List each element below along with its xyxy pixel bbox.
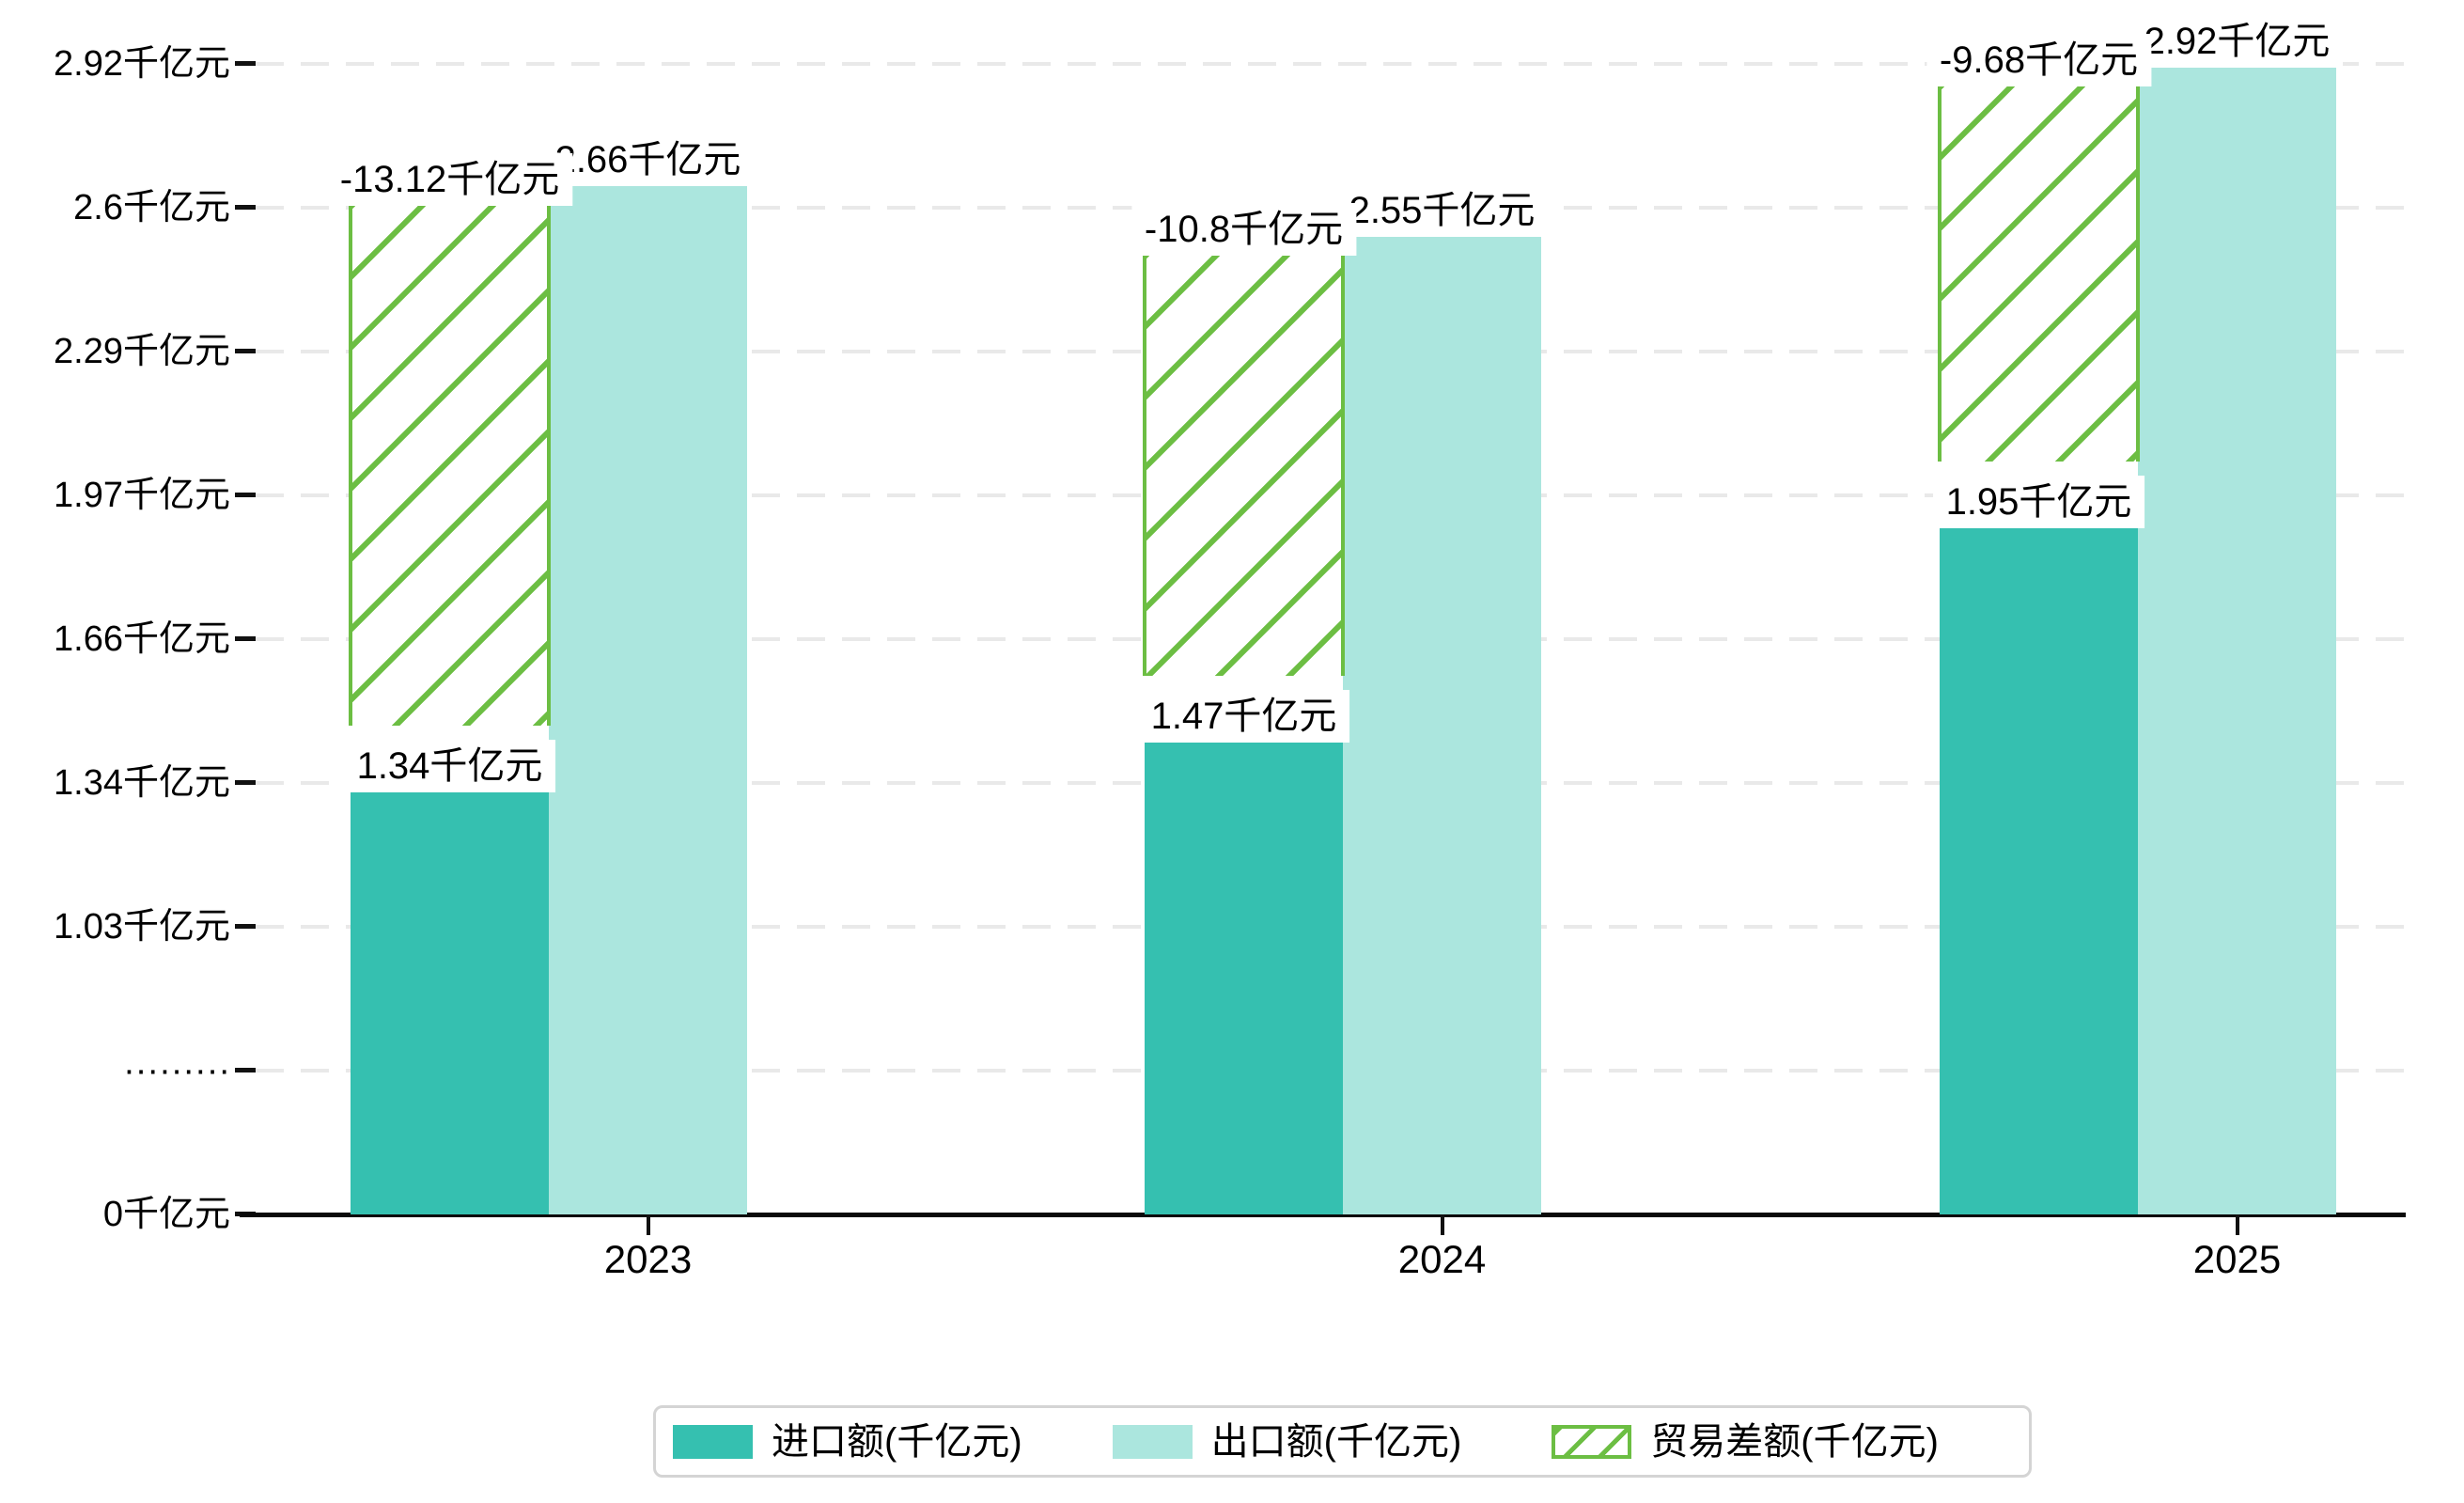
export-swatch-icon [1112, 1424, 1193, 1459]
trade-balance-value-label: -9.68千亿元 [1926, 34, 2152, 87]
trade-balance-bar [1143, 251, 1345, 676]
legend-item-import: 进口额(千亿元) [673, 1421, 1022, 1463]
export-value-label: 2.55千亿元 [1335, 183, 1549, 237]
y-tick-label: 2.92千亿元 [54, 44, 230, 84]
trade-balance-value-label: -10.8千亿元 [1131, 203, 1357, 257]
y-tick-label: 0千亿元 [102, 1195, 230, 1234]
y-tick-label: 1.97千亿元 [54, 476, 230, 515]
trade-balance-bar [1938, 82, 2140, 462]
y-tick-mark [235, 636, 256, 641]
import-value-label: 1.47千亿元 [1137, 689, 1350, 743]
export-value-label: 2.66千亿元 [541, 133, 755, 187]
y-tick-label: 1.34千亿元 [54, 763, 230, 803]
export-bar [1343, 232, 1541, 1214]
legend-item-export: 出口额(千亿元) [1112, 1420, 1462, 1463]
x-tick-mark [2235, 1214, 2239, 1235]
balance-hatch-swatch-icon [1552, 1424, 1632, 1459]
import-bar [1145, 726, 1343, 1214]
y-tick-label: 1.66千亿元 [54, 619, 230, 659]
legend-item-balance: 贸易差额(千亿元) [1552, 1421, 1939, 1463]
y-tick-mark [235, 349, 256, 353]
gridline [256, 62, 2406, 66]
trade-balance-value-label: -13.12千亿元 [326, 152, 573, 206]
export-value-label: 2.92千亿元 [2130, 15, 2344, 68]
import-bar [1940, 507, 2138, 1214]
y-axis-break-label: ········· [123, 1051, 230, 1090]
x-tick-mark [1440, 1214, 1444, 1235]
import-bar [351, 785, 549, 1214]
y-tick-mark [235, 1068, 256, 1072]
y-tick-mark [235, 61, 256, 66]
legend-label-import: 进口额(千亿元) [772, 1420, 1022, 1463]
export-bar [549, 182, 747, 1214]
y-tick-label: 2.29千亿元 [54, 332, 230, 371]
export-bar [2138, 64, 2336, 1214]
y-tick-mark [235, 924, 256, 929]
legend-label-export: 出口额(千亿元) [1210, 1420, 1462, 1463]
y-tick-mark [235, 493, 256, 497]
y-tick-mark [235, 780, 256, 785]
y-tick-label: 1.03千亿元 [54, 907, 230, 947]
x-tick-mark [646, 1214, 650, 1235]
x-category-label: 2024 [1397, 1237, 1487, 1281]
import-value-label: 1.95千亿元 [1932, 475, 2145, 528]
x-axis-line [240, 1213, 2406, 1217]
y-tick-mark [235, 205, 256, 210]
trade-balance-bar [349, 200, 551, 727]
y-tick-label: 2.6千亿元 [73, 188, 230, 227]
legend-label-balance: 贸易差额(千亿元) [1650, 1420, 1939, 1463]
x-category-label: 2025 [2192, 1237, 2282, 1281]
x-category-label: 2023 [603, 1237, 693, 1281]
import-swatch-icon [673, 1424, 753, 1459]
import-value-label: 1.34千亿元 [343, 740, 556, 793]
legend: 进口额(千亿元) 出口额(千亿元) 贸易差额(千亿元) [653, 1405, 2032, 1478]
